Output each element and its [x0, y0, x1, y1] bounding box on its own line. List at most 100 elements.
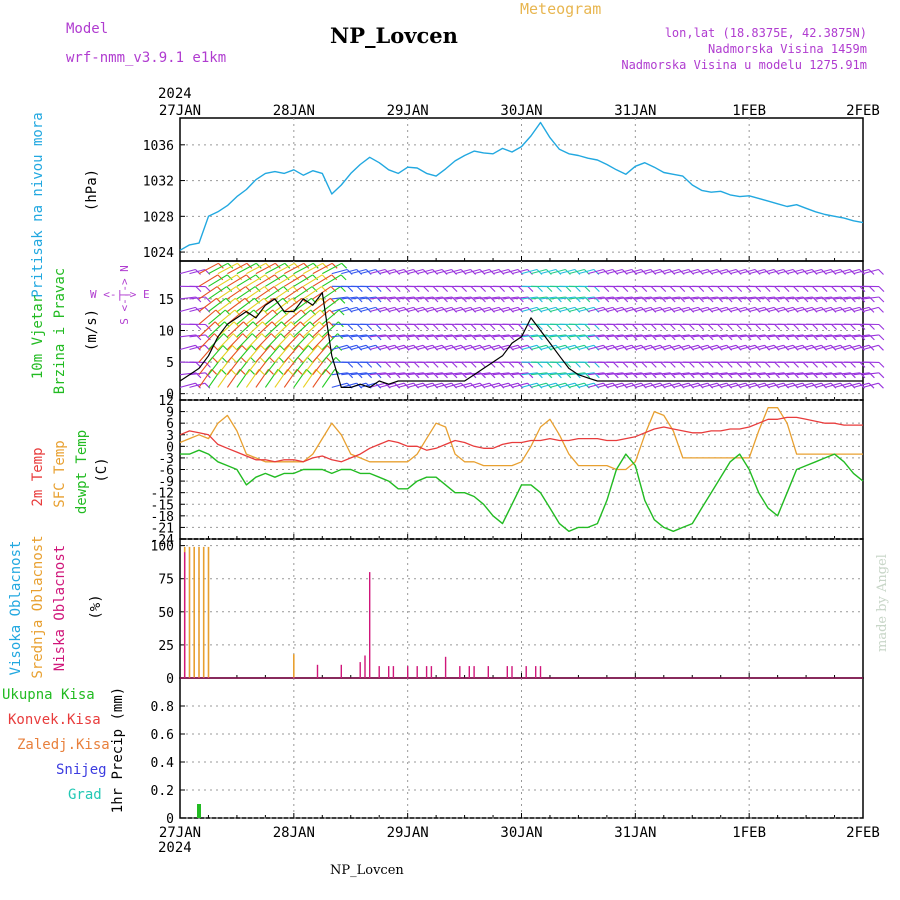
wind-barb [625, 306, 642, 313]
wind-barb [692, 334, 709, 338]
wind-barb-flag [783, 286, 790, 292]
y-tick-label: -12 [151, 487, 174, 502]
wind-barb-flag [774, 362, 781, 368]
wind-barb [843, 306, 860, 313]
wind-barb [283, 333, 300, 350]
wind-barb [255, 321, 273, 338]
wind-barb [568, 306, 585, 313]
wind-barb [549, 334, 566, 338]
wind-barb [179, 382, 196, 388]
wind-barb [473, 382, 490, 388]
wind-barb [227, 297, 246, 312]
wind-barb-flag [707, 324, 714, 330]
wind-barb-flag [812, 324, 818, 330]
wind-barb [265, 274, 285, 287]
model-altitude-text: Nadmorska Visina u modelu 1275.91m [621, 58, 867, 72]
wind-barb [435, 306, 452, 313]
wind-barb [492, 296, 509, 300]
wind-barb-flag [213, 345, 219, 351]
wind-barb-flag [347, 362, 354, 368]
wind-barb-flag [271, 321, 278, 328]
wind-barb [455, 334, 472, 338]
wind-barb [179, 306, 196, 313]
wind-barb [208, 309, 226, 325]
total-precip-label: Ukupna Kisa [2, 687, 95, 703]
wind-barb [739, 268, 756, 275]
wind-barb-flag [319, 321, 325, 328]
wind-barb [616, 296, 633, 300]
wind-barb [255, 309, 274, 325]
wind-barb [559, 268, 576, 275]
wind-barb-flag [279, 345, 286, 351]
wind-barb-flag [283, 274, 290, 281]
wind-barb [644, 372, 661, 376]
wind-barb [711, 382, 727, 388]
wind-barb [796, 306, 813, 313]
low-cloud-bar [506, 666, 508, 678]
wind-barb-flag [859, 362, 866, 368]
wind-barb [179, 268, 196, 275]
wind-barb [246, 262, 267, 275]
wind-barb-flag [269, 345, 276, 351]
wind-barb [198, 262, 219, 275]
wind-barb [711, 372, 728, 376]
bottom-year-label: 2024 [158, 840, 192, 856]
wind-barb-flag [385, 362, 392, 368]
wind-barb [521, 268, 538, 275]
wind-barb-flag [432, 324, 439, 330]
wind-barb [654, 334, 671, 338]
wind-barb [379, 372, 396, 376]
y-tick-label: 1036 [143, 139, 174, 154]
wind-barb-flag [451, 286, 458, 292]
wind-barb [635, 344, 651, 351]
wind-barb-flag [246, 262, 253, 269]
wind-barb [701, 268, 718, 275]
wind-barb [521, 306, 538, 313]
wind-barb [853, 372, 870, 376]
wind-barb [768, 334, 785, 338]
y-tick-label: 25 [158, 639, 174, 654]
wind-barb [834, 344, 851, 351]
y-tick-label: 0 [166, 672, 174, 687]
wind-barb-flag [660, 286, 667, 292]
y-tick-label: 75 [158, 573, 174, 588]
wind-barb [312, 309, 331, 325]
wind-barb-flag [764, 362, 771, 368]
wind-barb-flag [546, 286, 553, 292]
wind-barb [654, 296, 671, 300]
wind-barb [540, 334, 557, 338]
date-labels: 27JAN 27JAN 28JAN 28JAN 29JAN 29JAN 30JAN 30JAN… [159, 103, 880, 841]
wind-barb [843, 334, 860, 338]
y-tick-label: 5 [166, 356, 174, 371]
wind-barb [587, 334, 604, 338]
wind-barb-flag [341, 262, 348, 269]
wind-barb [322, 262, 342, 275]
wind-barb-flag [613, 324, 619, 330]
wind-barb [758, 382, 775, 388]
wind-barb [464, 334, 481, 338]
wind-barb-flag [679, 324, 686, 330]
wind-barb [302, 345, 319, 363]
wind-barb [530, 344, 547, 351]
low-cloud-bar [473, 666, 475, 678]
y-tick-label: 1028 [143, 210, 174, 225]
wind-barb [749, 268, 765, 275]
wind-barb [777, 344, 794, 351]
wind-barb [786, 268, 803, 275]
wind-barb [502, 372, 519, 376]
wind-barb [625, 382, 642, 388]
wind-barb [312, 345, 328, 363]
wind-barb-flag [736, 286, 743, 292]
wind-barb-flag [518, 324, 524, 330]
wind-barb [246, 286, 265, 300]
wind-barb-flag [432, 286, 439, 292]
wind-barb [843, 382, 860, 388]
wind-barb-flag [878, 382, 884, 389]
wind-barb-flag [499, 286, 505, 292]
wind-barb-flag [840, 362, 847, 368]
dewpoint-axis-title: dewpt Temp [74, 430, 90, 514]
precip-panel-frame [179, 677, 864, 819]
wind-barb-flag [237, 262, 243, 269]
wind-barb [711, 334, 728, 338]
sfc-temp-axis-title: SFC Temp [52, 440, 68, 507]
